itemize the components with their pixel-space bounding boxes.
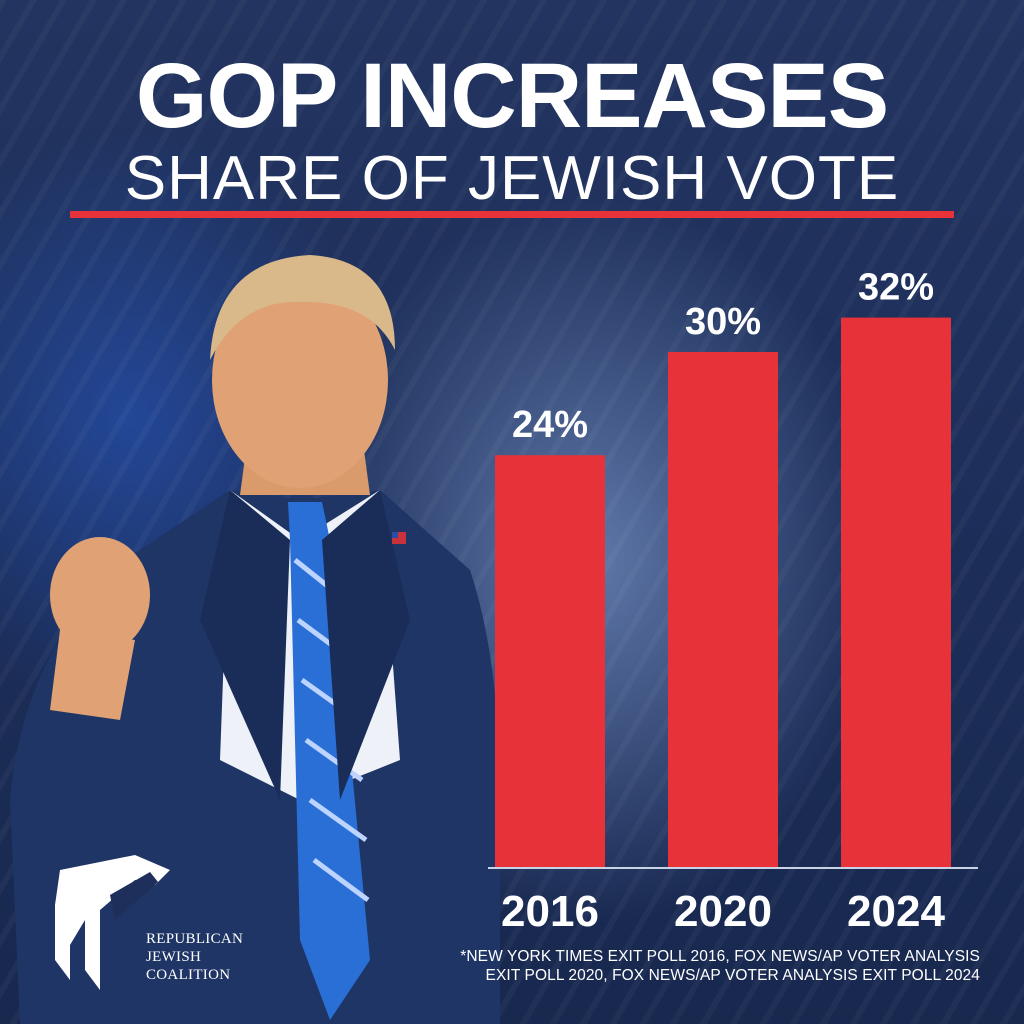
tie — [288, 502, 370, 1020]
logo-text-republican: REPUBLICAN — [146, 931, 244, 947]
bar-2016 — [495, 455, 605, 868]
bar-2020 — [668, 352, 778, 868]
bar-2024 — [841, 317, 951, 869]
footnote-line-2: EXIT POLL 2020, FOX NEWS/AP VOTER ANALYS… — [485, 967, 980, 984]
headline: GOP INCREASES — [135, 45, 889, 147]
category-label-2020: 2020 — [674, 887, 772, 936]
value-label-2024: 32% — [858, 267, 934, 309]
source-footnote: *NEW YORK TIMES EXIT POLL 2016, FOX NEWS… — [380, 947, 980, 985]
logo-text-coalition: COALITION — [146, 967, 231, 983]
rjc-logo — [55, 855, 170, 990]
category-label-2016: 2016 — [501, 887, 599, 936]
left-lapel — [200, 490, 290, 800]
speaker-photo — [10, 255, 500, 1024]
raised-arm — [28, 680, 150, 900]
category-label-2024: 2024 — [847, 887, 945, 936]
hair — [210, 255, 395, 360]
right-lapel — [322, 490, 410, 800]
value-label-2016: 24% — [512, 404, 588, 446]
eagle-icon — [55, 855, 170, 990]
headline-underline — [70, 211, 954, 218]
face — [212, 272, 388, 488]
logo-text-jewish: JEWISH — [146, 949, 202, 965]
footnote-line-1: *NEW YORK TIMES EXIT POLL 2016, FOX NEWS… — [460, 948, 980, 965]
fist — [50, 537, 150, 653]
subheadline: SHARE OF JEWISH VOTE — [124, 144, 900, 213]
value-label-2020: 30% — [685, 301, 761, 343]
